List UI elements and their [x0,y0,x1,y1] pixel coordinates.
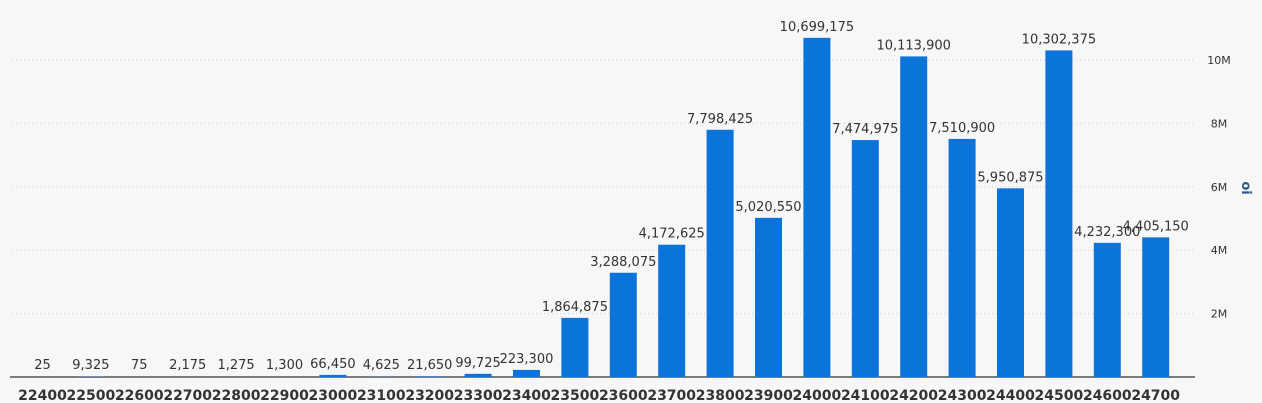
data-label: 5,020,550 [735,200,801,215]
x-tick-label: 22500 [67,388,116,403]
bar [1142,237,1170,377]
data-label: 4,172,625 [639,227,705,242]
data-label: 1,300 [266,358,303,373]
data-label: 5,950,875 [977,170,1043,185]
data-label: 9,325 [72,358,109,373]
data-label: 75 [131,358,148,373]
data-label: 7,474,975 [832,122,898,137]
x-tick-label: 23500 [551,388,600,403]
x-tick-label: 24600 [1083,388,1132,403]
x-tick-label: 22900 [260,388,309,403]
x-tick-label: 23700 [647,388,696,403]
x-tick-label: 24300 [938,388,987,403]
y-tick-label: 4M [1211,244,1228,257]
x-tick-label: 22800 [212,388,261,403]
bar [706,129,734,377]
data-label: 7,510,900 [929,121,995,136]
bar [997,188,1024,377]
x-tick-label: 23900 [744,388,793,403]
bar [319,374,347,377]
bar [755,217,782,377]
data-label: 1,864,875 [542,300,608,315]
x-tick-label: 22700 [163,388,212,403]
bar [513,369,540,377]
bar [948,138,976,377]
data-label: 2,175 [169,358,206,373]
data-label: 7,798,425 [687,112,753,127]
y-axis-title: oi [1238,181,1253,194]
data-label: 21,650 [407,358,453,373]
x-tick-label: 22600 [115,388,164,403]
x-tick-label: 24200 [889,388,938,403]
x-tick-label: 24500 [1035,388,1084,403]
bar [464,373,492,377]
x-tick-label: 23000 [309,388,358,403]
y-tick-label: 8M [1211,117,1228,130]
x-tick-label: 23300 [454,388,503,403]
x-tick-label: 23200 [405,388,454,403]
data-label: 4,625 [363,358,400,373]
bar [609,272,637,377]
data-label: 99,725 [455,356,501,371]
x-tick-label: 22400 [18,388,67,403]
bar [658,244,686,377]
data-label: 4,405,150 [1123,219,1189,234]
y-tick-label: 10M [1207,54,1231,67]
x-tick-label: 24000 [793,388,842,403]
bar [1045,50,1073,378]
data-label: 66,450 [310,357,356,372]
data-label: 10,302,375 [1022,32,1096,47]
data-label: 3,288,075 [590,255,656,270]
bar [851,140,879,377]
data-label: 25 [34,358,51,373]
y-tick-label: 2M [1211,308,1228,321]
bar [900,56,928,377]
data-label: 10,113,900 [876,38,950,53]
data-label: 10,699,175 [780,20,854,35]
data-label: 4,232,300 [1074,225,1140,240]
x-tick-label: 23800 [696,388,745,403]
data-label: 1,275 [217,358,254,373]
bar [1093,242,1121,377]
x-tick-label: 23600 [599,388,648,403]
data-label: 223,300 [500,352,554,367]
bar [561,317,589,377]
x-tick-label: 23400 [502,388,551,403]
x-tick-label: 24100 [841,388,890,403]
x-tick-label: 24400 [986,388,1035,403]
bar [416,376,444,377]
x-tick-label: 24700 [1131,388,1180,403]
bar [803,37,831,377]
y-tick-label: 6M [1211,181,1228,194]
x-tick-label: 23100 [357,388,406,403]
